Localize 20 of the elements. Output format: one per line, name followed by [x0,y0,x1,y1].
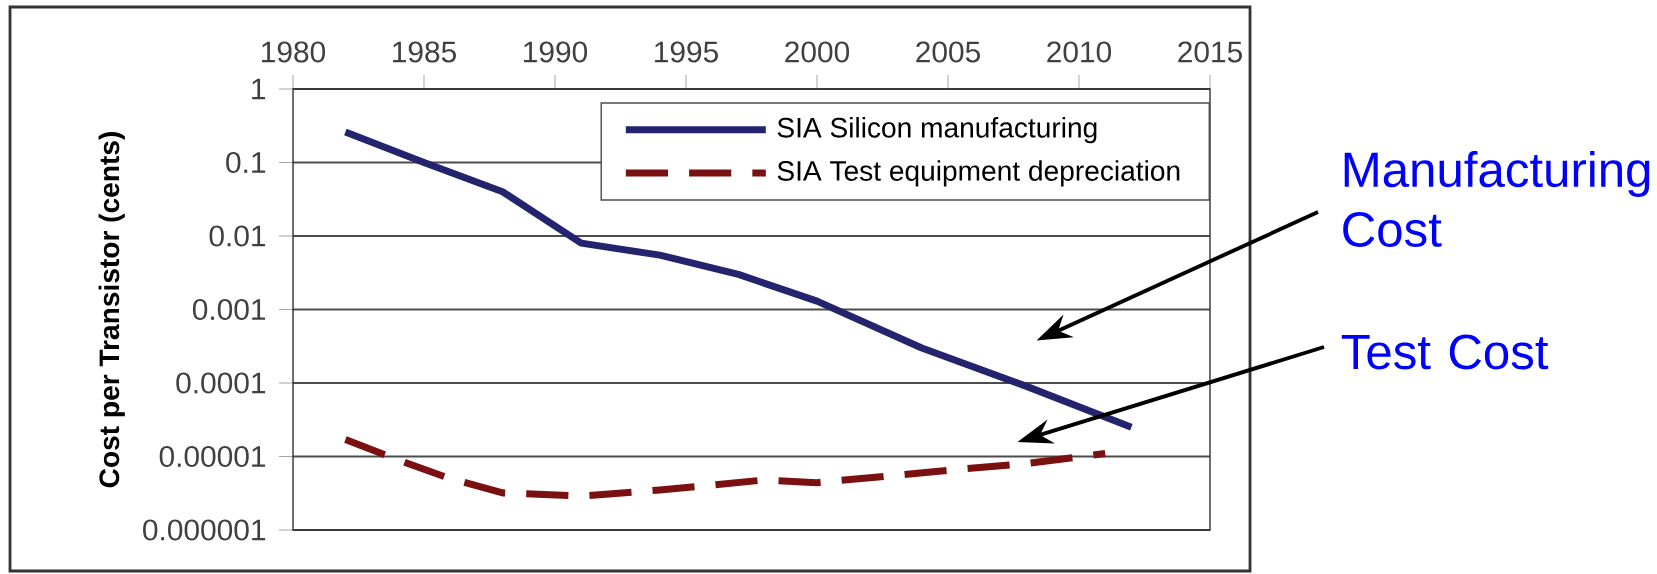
y-tick-label: 0.00001 [159,445,266,468]
x-tick-label: 2005 [916,41,980,63]
x-tick-label: 1990 [524,41,588,63]
x-tick-label: 2000 [785,41,850,63]
legend-label: SIA Silicon manufacturing [777,116,1097,144]
text: Test Cost [1341,334,1549,370]
x-tick-label: 1980 [262,41,326,63]
y-tick-label: 0.01 [209,225,266,247]
x-tick-label: 1995 [655,41,718,63]
y-tick-label: 1 [252,78,266,100]
x-tick-label: 2010 [1047,41,1112,63]
x-tick-label: 2015 [1178,41,1242,63]
legend-label: SIA Test equipment depreciation [777,160,1180,187]
y-tick-label: 0.0001 [176,372,266,394]
y-tick-label: 0.1 [226,151,266,174]
y-axis-title: Cost per Transistor (cents) [98,132,125,488]
y-tick-label: 0.000001 [143,519,266,541]
x-tick-label: 1985 [393,41,456,63]
y-tick-label: 0.001 [192,298,266,321]
text: Manufacturing Cost [1343,151,1650,247]
